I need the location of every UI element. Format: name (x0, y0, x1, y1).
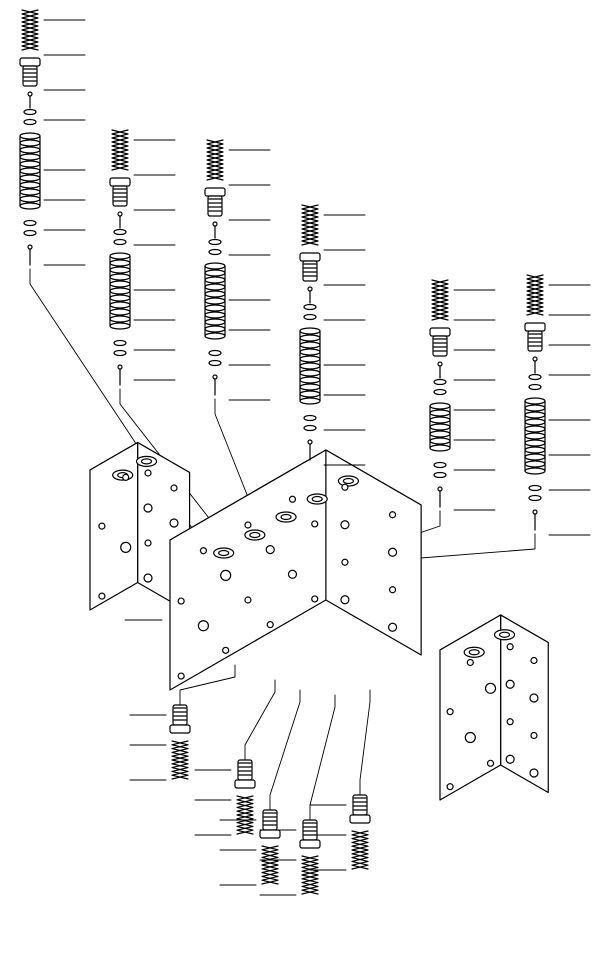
spool-column-col4 (300, 205, 365, 465)
bottom-spool-b5 (310, 795, 370, 870)
bottom-spool-assemblies (130, 705, 370, 895)
bottom-spool-b2 (195, 760, 255, 835)
top-spool-assemblies (20, 10, 590, 535)
spool-column-col3 (205, 140, 270, 400)
spool-column-col5 (430, 280, 495, 510)
spool-column-col6 (525, 275, 590, 535)
bottom-spool-b1 (130, 705, 190, 780)
main-valve-block (170, 450, 421, 690)
spool-column-col1 (20, 10, 85, 265)
right-valve-block (440, 615, 548, 800)
bottom-spool-b3 (220, 810, 280, 885)
spool-column-col2 (110, 130, 175, 385)
exploded-diagram (0, 0, 616, 964)
